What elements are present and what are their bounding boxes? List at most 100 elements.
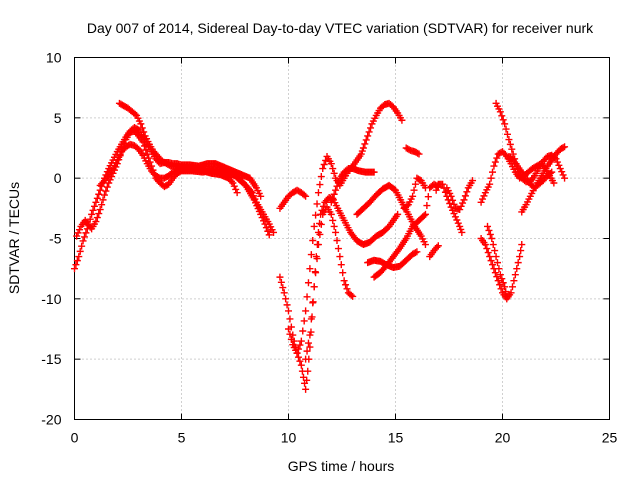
data-point xyxy=(367,124,375,132)
data-point xyxy=(316,181,324,189)
data-point xyxy=(487,174,495,182)
data-point xyxy=(248,189,256,197)
data-point xyxy=(492,253,500,261)
data-point xyxy=(501,283,509,291)
y-tick-label: -5 xyxy=(49,231,62,247)
data-point xyxy=(75,226,83,234)
data-point xyxy=(403,202,411,210)
data-point xyxy=(460,196,468,204)
data-point xyxy=(480,192,488,200)
y-tick-label: 5 xyxy=(54,110,62,126)
data-point xyxy=(491,269,499,277)
data-point xyxy=(503,292,511,300)
data-point xyxy=(424,193,432,201)
data-point xyxy=(80,233,88,241)
x-tick-label: 25 xyxy=(602,430,618,446)
data-point xyxy=(102,187,110,195)
series-1 xyxy=(71,123,265,273)
data-point xyxy=(100,191,108,199)
data-point xyxy=(509,150,517,158)
data-point xyxy=(451,213,459,221)
data-point xyxy=(496,108,504,116)
data-point xyxy=(365,128,373,136)
data-point xyxy=(556,165,564,173)
data-point xyxy=(493,154,501,162)
data-point xyxy=(489,168,497,176)
data-point xyxy=(303,376,311,384)
data-point xyxy=(411,180,419,188)
data-point xyxy=(484,249,492,257)
data-point xyxy=(264,227,272,235)
x-tick-label: 5 xyxy=(178,430,186,446)
data-point xyxy=(71,265,78,273)
data-point xyxy=(332,186,340,194)
data-point xyxy=(498,275,506,283)
data-point xyxy=(86,215,94,223)
data-point xyxy=(229,179,237,187)
data-point xyxy=(293,349,301,357)
data-point xyxy=(310,283,318,291)
data-point xyxy=(415,150,423,158)
data-point xyxy=(317,173,325,181)
data-point xyxy=(304,339,312,347)
data-point xyxy=(309,299,317,307)
data-point xyxy=(138,124,146,132)
data-point xyxy=(282,295,290,303)
data-point xyxy=(297,361,305,369)
data-point xyxy=(74,229,82,237)
data-point xyxy=(508,145,516,153)
data-point xyxy=(319,165,327,173)
data-point xyxy=(304,279,312,287)
data-point xyxy=(333,182,341,190)
data-point xyxy=(516,253,524,261)
data-point xyxy=(307,251,315,259)
data-point xyxy=(488,235,496,242)
data-point xyxy=(370,168,378,176)
series-20 xyxy=(484,222,511,300)
data-point xyxy=(287,335,295,343)
data-point xyxy=(297,337,305,345)
data-point xyxy=(349,292,357,300)
data-point xyxy=(491,247,499,255)
data-point xyxy=(343,285,351,293)
data-point xyxy=(329,165,337,173)
data-point xyxy=(489,261,497,269)
tick-labels: 0 5 10 15 20 25 -20 -15 -10 -5 0 5 10 xyxy=(41,50,617,446)
data-point xyxy=(309,237,317,245)
series-4 xyxy=(96,140,241,197)
data-point xyxy=(340,277,348,285)
data-point xyxy=(423,202,431,210)
data-point xyxy=(303,293,311,301)
data-point xyxy=(456,206,464,214)
data-point xyxy=(250,192,258,200)
y-tick-label: -15 xyxy=(41,351,61,367)
data-point xyxy=(483,245,491,253)
data-point xyxy=(561,143,569,151)
data-point xyxy=(497,285,505,293)
data-point xyxy=(506,140,514,148)
data-point xyxy=(336,253,344,261)
y-axis-label: SDTVAR / TECUs xyxy=(6,182,22,294)
data-point xyxy=(496,271,504,279)
data-point xyxy=(458,228,466,236)
data-point xyxy=(294,345,302,353)
data-point xyxy=(327,210,335,218)
data-point xyxy=(279,284,287,292)
data-point xyxy=(433,243,441,251)
data-point xyxy=(501,151,509,159)
data-point xyxy=(99,196,107,204)
data-point xyxy=(329,194,337,202)
data-point xyxy=(92,218,100,226)
data-point xyxy=(362,136,370,144)
data-point xyxy=(364,132,372,140)
data-point xyxy=(320,160,328,168)
data-point xyxy=(95,190,103,198)
data-point xyxy=(303,347,311,355)
data-point xyxy=(447,192,455,200)
data-point xyxy=(312,269,320,277)
series-7 xyxy=(302,203,357,363)
data-point xyxy=(463,188,471,196)
data-point xyxy=(511,271,519,279)
data-point xyxy=(485,226,493,234)
